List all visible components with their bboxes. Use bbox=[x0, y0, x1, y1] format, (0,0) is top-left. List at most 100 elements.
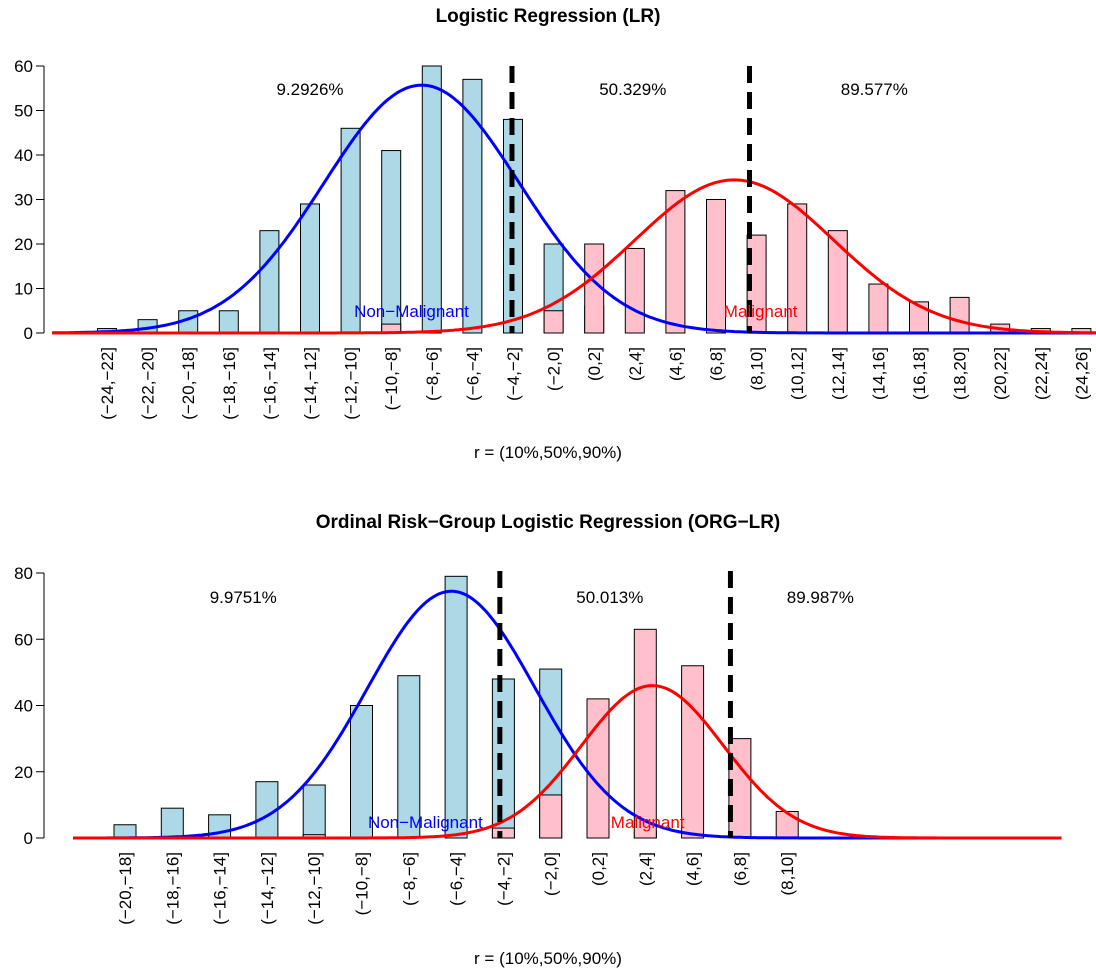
non-malignant-density-curve bbox=[73, 589, 1062, 840]
bar bbox=[491, 827, 515, 839]
y-tick-label: 60 bbox=[14, 57, 33, 76]
non-malignant-group-label: Non−Malignant bbox=[354, 302, 469, 321]
percent-label: 89.987% bbox=[787, 588, 854, 607]
x-category-label: (24,26] bbox=[1072, 347, 1091, 400]
x-category-label: (22,24] bbox=[1032, 347, 1051, 400]
x-category-label: (−16,−14] bbox=[211, 852, 230, 925]
bar bbox=[113, 824, 137, 839]
non-malignant-density-curve bbox=[52, 83, 1096, 335]
bar bbox=[827, 230, 848, 334]
x-category-label: (−18,−16] bbox=[220, 347, 239, 420]
y-tick-label: 60 bbox=[14, 630, 33, 649]
bar bbox=[681, 665, 705, 839]
x-category-label: (−20,−18] bbox=[116, 852, 135, 925]
bar bbox=[160, 807, 184, 839]
y-tick-label: 40 bbox=[14, 146, 33, 165]
x-category-label: (6,8] bbox=[707, 347, 726, 381]
percent-label: 89.577% bbox=[841, 80, 908, 99]
x-category-label: (2,4] bbox=[626, 347, 645, 381]
bar bbox=[543, 310, 564, 334]
bar bbox=[462, 78, 483, 334]
x-category-label: (−2,0] bbox=[545, 347, 564, 391]
x-category-label: (0,2] bbox=[589, 852, 608, 886]
y-tick-label: 40 bbox=[14, 697, 33, 716]
y-tick-label: 10 bbox=[14, 280, 33, 299]
x-category-label: (−6,−4] bbox=[463, 347, 482, 401]
x-category-label: (−12,−10] bbox=[342, 347, 361, 420]
bar bbox=[665, 190, 686, 334]
x-category-labels: (−20,−18] (−18,−16] (−16,−14] (−14,−12] (−12… bbox=[116, 852, 797, 925]
x-category-label: (−4,−2] bbox=[504, 347, 523, 401]
x-category-label: (14,16] bbox=[869, 347, 888, 400]
bar bbox=[300, 203, 320, 334]
y-tick-label: 20 bbox=[14, 763, 33, 782]
lr-histogram-panel: Logistic Regression (LR) 0 10 20 30 40 50 60 (−2… bbox=[14, 6, 1096, 462]
x-category-label: (−6,−4] bbox=[447, 852, 466, 906]
y-tick-label: 0 bbox=[24, 829, 33, 848]
x-category-label: (−4,−2] bbox=[494, 852, 513, 906]
bar bbox=[624, 247, 645, 334]
non-malignant-group-label: Non−Malignant bbox=[368, 813, 483, 832]
y-axis: 0 20 40 60 80 bbox=[14, 564, 45, 848]
x-axis-label: r = (10%,50%,90%) bbox=[474, 443, 622, 462]
percent-label: 50.329% bbox=[599, 80, 666, 99]
x-category-label: (4,6] bbox=[684, 852, 703, 886]
x-category-label: (6,8] bbox=[731, 852, 750, 886]
x-category-label: (20,22] bbox=[991, 347, 1010, 400]
y-axis: 0 10 20 30 40 50 60 bbox=[14, 57, 45, 343]
org-lr-histogram-panel: Ordinal Risk−Group Logistic Regression (… bbox=[14, 512, 1062, 968]
malignant-density-curve bbox=[52, 178, 1096, 335]
percent-label: 9.9751% bbox=[210, 588, 277, 607]
x-category-label: (−8,−6] bbox=[423, 347, 442, 401]
x-category-label: (−8,−6] bbox=[400, 852, 419, 906]
x-category-label: (−20,−18] bbox=[179, 347, 198, 420]
chart-title: Ordinal Risk−Group Logistic Regression (… bbox=[316, 512, 781, 533]
x-category-label: (18,20] bbox=[951, 347, 970, 400]
x-category-label: (−14,−12] bbox=[258, 852, 277, 925]
y-tick-label: 20 bbox=[14, 235, 33, 254]
x-category-label: (−2,0] bbox=[542, 852, 561, 896]
series-non-malignant-bars bbox=[113, 575, 657, 839]
x-category-label: (−12,−10] bbox=[305, 852, 324, 925]
bar bbox=[586, 698, 610, 839]
bar bbox=[444, 575, 468, 839]
y-tick-label: 80 bbox=[14, 564, 33, 583]
x-category-label: (−24,−22] bbox=[98, 347, 117, 420]
bar bbox=[706, 199, 726, 334]
x-category-label: (8,10] bbox=[748, 347, 767, 390]
x-category-label: (12,14] bbox=[829, 347, 848, 400]
series-non-malignant-bars bbox=[97, 65, 605, 334]
x-category-label: (8,10] bbox=[778, 852, 797, 895]
bar bbox=[868, 283, 889, 334]
x-category-label: (2,4] bbox=[636, 852, 655, 886]
x-category-label: (−16,−14] bbox=[260, 347, 279, 420]
y-tick-label: 0 bbox=[24, 324, 33, 343]
x-category-label: (0,2] bbox=[585, 347, 604, 381]
malignant-group-label: Malignant bbox=[724, 302, 798, 321]
bar bbox=[218, 310, 239, 334]
x-category-label: (−10,−8] bbox=[382, 347, 401, 410]
bar bbox=[259, 230, 280, 334]
bar bbox=[421, 65, 442, 334]
percent-label: 50.013% bbox=[576, 588, 643, 607]
x-category-label: (16,18] bbox=[910, 347, 929, 400]
bar bbox=[775, 811, 799, 839]
malignant-density-curve bbox=[73, 684, 1062, 840]
bar bbox=[633, 628, 657, 839]
malignant-group-label: Malignant bbox=[611, 813, 685, 832]
x-category-label: (−22,−20] bbox=[139, 347, 158, 420]
bar bbox=[949, 296, 970, 334]
y-tick-label: 30 bbox=[14, 191, 33, 210]
x-axis-label: r = (10%,50%,90%) bbox=[474, 949, 622, 968]
y-tick-label: 50 bbox=[14, 102, 33, 121]
x-category-label: (−14,−12] bbox=[301, 347, 320, 420]
percent-label: 9.2926% bbox=[276, 80, 343, 99]
x-category-labels: (−24,−22] (−22,−20] (−20,−18] (−18,−16] (−16… bbox=[98, 347, 1091, 420]
bar bbox=[491, 678, 515, 839]
x-category-label: (10,12] bbox=[788, 347, 807, 400]
bar bbox=[302, 784, 326, 839]
bar bbox=[539, 794, 563, 839]
x-category-label: (4,6] bbox=[666, 347, 685, 381]
x-category-label: (−10,−8] bbox=[353, 852, 372, 915]
